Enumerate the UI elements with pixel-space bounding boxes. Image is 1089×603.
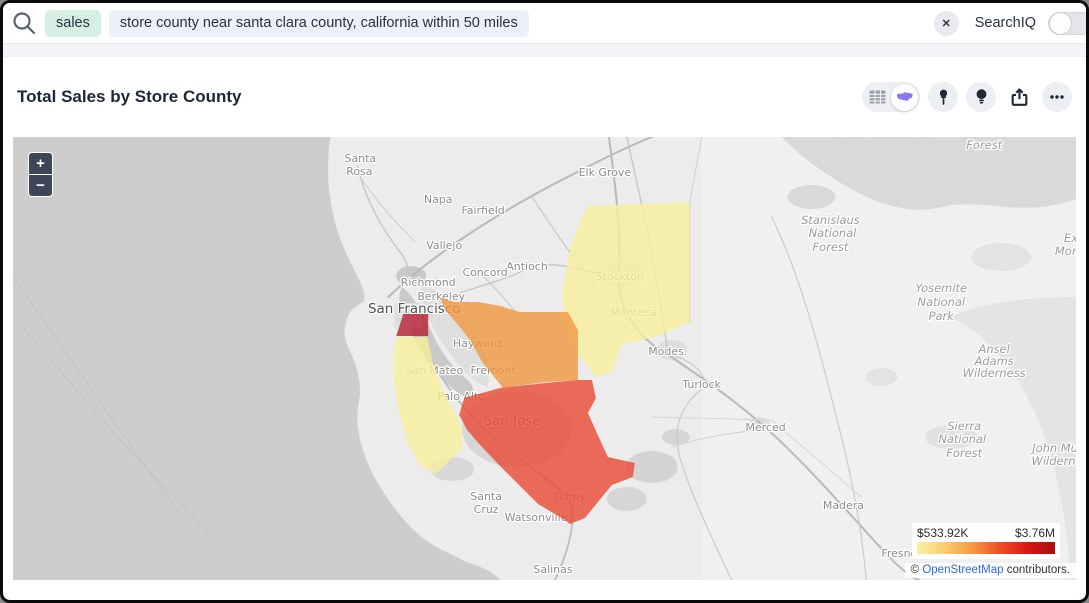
toggle-knob xyxy=(1049,11,1072,35)
searchbar-right-cluster: ✕ SearchIQ xyxy=(933,10,1086,36)
map-label: Forest xyxy=(946,446,982,460)
map-label: Wilderness xyxy=(963,366,1026,380)
header-divider-strip xyxy=(3,43,1086,57)
map-label: Concord xyxy=(462,266,507,279)
region-san-mateo[interactable] xyxy=(393,337,463,474)
close-icon: ✕ xyxy=(941,17,951,30)
map-label: Antioch xyxy=(506,260,548,273)
content-area: Total Sales by Store County xyxy=(3,57,1086,580)
map-label: Richmond xyxy=(401,276,456,289)
area-labels: ForestStanislausNationalForestYosemiteNa… xyxy=(800,137,1076,469)
map-label: National xyxy=(938,432,987,446)
map-label: Ex xyxy=(1064,231,1076,245)
search-bar: sales store county near santa clara coun… xyxy=(3,3,1086,43)
share-button[interactable] xyxy=(1004,82,1034,112)
east-land xyxy=(701,137,1076,580)
map-label: Modes. xyxy=(648,345,687,358)
zoom-controls: + − xyxy=(28,152,53,197)
viz-toolbar xyxy=(862,82,1072,112)
more-options-button[interactable] xyxy=(1042,82,1072,112)
map-label: San Francisco xyxy=(368,301,460,317)
search-icon xyxy=(13,12,36,35)
map-attribution: © OpenStreetMap contributors. xyxy=(904,563,1076,578)
page-title: Total Sales by Store County xyxy=(17,87,242,106)
map-label: Santa xyxy=(345,152,377,165)
zoom-out-button[interactable]: − xyxy=(28,173,53,197)
map-label: Watsonville xyxy=(505,511,568,524)
copyright-symbol: © xyxy=(910,564,920,576)
view-switcher xyxy=(862,82,920,112)
legend-max-value: $3.76M xyxy=(1014,526,1055,540)
search-query-input[interactable]: store county near santa clara county, ca… xyxy=(108,9,529,37)
map-label: Mon xyxy=(1055,244,1076,258)
usa-map-icon xyxy=(896,92,913,102)
map-label: Park xyxy=(929,309,956,323)
zoom-in-button[interactable]: + xyxy=(28,152,53,175)
map-label: Santa xyxy=(470,490,502,503)
geo-map[interactable]: Santa Rosa Napa Fairfield Elk Grove Vallejo An… xyxy=(13,137,1076,580)
pin-icon xyxy=(939,89,947,105)
map-label: Salinas xyxy=(533,563,572,576)
map-label: Merced xyxy=(745,421,785,434)
openstreetmap-link[interactable]: OpenStreetMap xyxy=(922,564,1004,576)
map-label: Napa xyxy=(424,193,453,206)
map-label: Wilderness xyxy=(1032,454,1076,468)
map-label: Berkeley xyxy=(417,290,465,303)
region-san-joaquin[interactable] xyxy=(561,202,690,377)
region-alameda[interactable] xyxy=(440,298,578,388)
insights-button[interactable] xyxy=(966,82,996,112)
search-token-sales[interactable]: sales xyxy=(45,9,101,37)
legend-min-value: $533.92K xyxy=(917,526,969,540)
pin-button[interactable] xyxy=(928,82,958,112)
ocean xyxy=(13,137,501,580)
map-label: Turlock xyxy=(681,378,721,391)
map-view-button[interactable] xyxy=(891,83,918,111)
region-san-francisco[interactable] xyxy=(396,314,429,336)
region-santa-clara[interactable] xyxy=(459,380,635,524)
share-icon xyxy=(1011,87,1027,106)
ellipsis-icon xyxy=(1050,95,1064,99)
map-label: Fresno xyxy=(881,547,917,560)
color-legend: $533.92K $3.76M xyxy=(912,523,1060,559)
map-label: Fairfield xyxy=(462,204,505,217)
attribution-suffix: contributors. xyxy=(1003,564,1070,576)
map-label: National xyxy=(809,226,858,240)
parkland xyxy=(781,137,1076,580)
map-label: Stanislaus xyxy=(801,213,860,227)
legend-gradient-bar xyxy=(917,542,1055,554)
map-label: Sierra xyxy=(947,419,981,433)
table-view-button[interactable] xyxy=(864,84,891,111)
map-label: Cruz xyxy=(474,503,499,516)
map-label: Vallejo xyxy=(426,239,462,252)
map-label: Forest xyxy=(966,138,1002,152)
choropleth xyxy=(393,202,690,524)
map-label: John Muir xyxy=(1030,441,1076,455)
map-label: Rosa xyxy=(346,165,372,178)
viz-header: Total Sales by Store County xyxy=(13,57,1076,137)
map-label: Forest xyxy=(813,240,849,254)
map-label: National xyxy=(917,295,966,309)
map-label: Madera xyxy=(823,499,864,512)
lightbulb-icon xyxy=(976,89,986,104)
map-label: Ansel xyxy=(977,342,1010,356)
map-label: Adams xyxy=(974,354,1014,368)
searchiq-toggle[interactable] xyxy=(1048,11,1086,35)
clear-search-button[interactable]: ✕ xyxy=(933,10,959,36)
searchiq-label: SearchIQ xyxy=(974,15,1036,31)
map-label: Yosemite xyxy=(915,281,967,295)
map-label: Elk Grove xyxy=(579,166,632,179)
table-icon xyxy=(869,90,886,104)
